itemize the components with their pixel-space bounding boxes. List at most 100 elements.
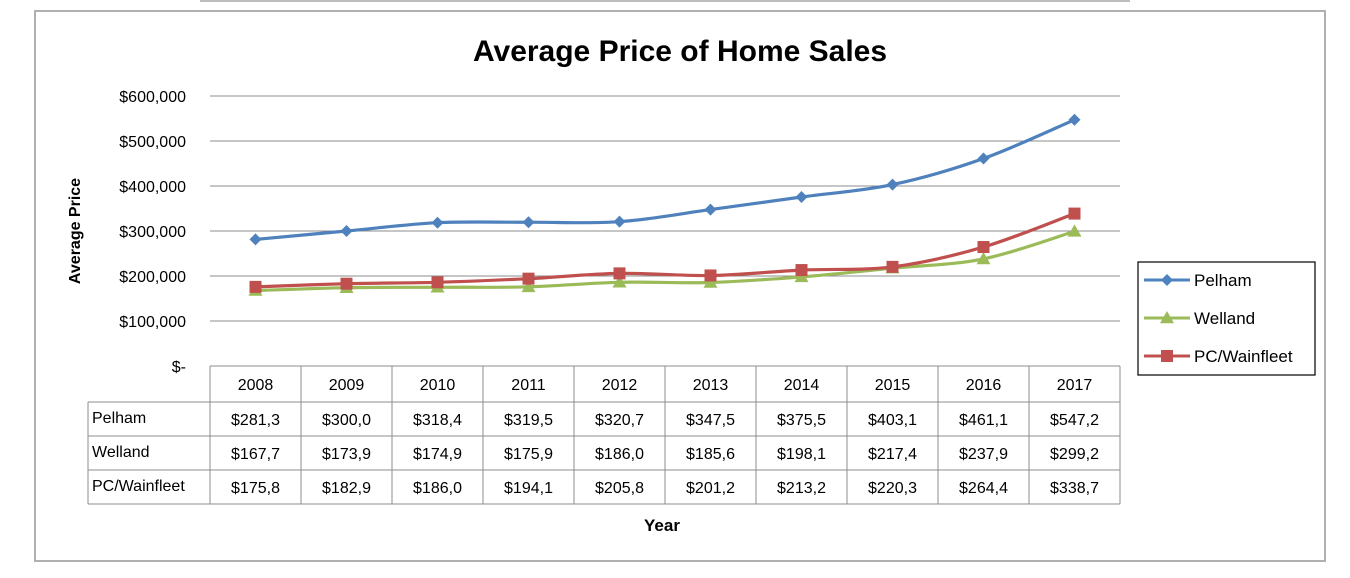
table-cell: $217,4	[868, 446, 917, 463]
y-tick-label: $400,000	[119, 179, 186, 196]
table-cell: $173,9	[322, 446, 371, 463]
legend-label: Welland	[1194, 309, 1255, 328]
table-cell: $201,2	[686, 480, 735, 497]
data-point	[249, 233, 262, 246]
table-cell: $281,3	[231, 412, 280, 429]
data-point	[704, 269, 717, 282]
table-cell: $299,2	[1050, 446, 1099, 463]
table-cell: $547,2	[1050, 412, 1099, 429]
x-tick-label: 2009	[329, 377, 365, 394]
y-tick-label: $-	[172, 359, 186, 376]
table-cell: $198,1	[777, 446, 826, 463]
data-point	[431, 276, 444, 289]
table-cell: $174,9	[413, 446, 462, 463]
table-cell: $319,5	[504, 412, 553, 429]
legend: Pelham Welland PC/Wainfleet	[1137, 261, 1316, 376]
series-line-pc-wainfleet	[255, 212, 1076, 289]
series-markers	[248, 113, 1082, 296]
data-point	[1068, 113, 1081, 126]
data-point	[431, 216, 444, 229]
table-cell: $300,0	[322, 412, 371, 429]
data-point	[612, 275, 627, 288]
table-row-label: PC/Wainfleet	[92, 478, 185, 495]
data-point	[886, 178, 899, 191]
table-cell: $182,9	[322, 480, 371, 497]
table-cell: $186,0	[595, 446, 644, 463]
data-point	[704, 203, 717, 216]
x-tick-label: 2010	[420, 377, 456, 394]
table-cell: $220,3	[868, 480, 917, 497]
table-cell: $167,7	[231, 446, 280, 463]
data-point	[613, 267, 626, 280]
legend-item: Pelham	[1144, 271, 1252, 290]
table-cell: $175,9	[504, 446, 553, 463]
data-point	[340, 225, 353, 237]
y-tick-label: $500,000	[119, 134, 186, 151]
x-tick-label: 2016	[966, 377, 1002, 394]
data-point	[521, 279, 536, 293]
legend-label: Pelham	[1194, 271, 1252, 290]
x-tick-label: 2011	[511, 377, 546, 394]
series-line-pelham	[255, 118, 1076, 242]
table-cell: $264,4	[959, 480, 1008, 497]
x-tick-label: 2012	[602, 377, 638, 394]
table-cell: $213,2	[777, 480, 826, 497]
table-cell: $194,1	[504, 480, 553, 497]
legend-label: PC/Wainfleet	[1194, 347, 1293, 366]
y-tick-label: $600,000	[119, 89, 186, 106]
data-point	[977, 241, 990, 254]
data-point	[1067, 224, 1082, 237]
data-point	[976, 251, 991, 265]
table-row-label: Pelham	[92, 410, 146, 427]
table-cell: $338,7	[1050, 480, 1099, 497]
x-tick-label: 2013	[693, 377, 729, 394]
x-tick-label: 2008	[238, 377, 274, 394]
data-point	[613, 215, 626, 228]
data-point	[249, 280, 262, 293]
legend-marker	[1161, 350, 1173, 362]
data-point	[886, 260, 899, 273]
table-cell: $461,1	[959, 412, 1008, 429]
data-point	[795, 264, 808, 277]
legend-marker	[1160, 311, 1174, 324]
data-point	[703, 275, 718, 288]
table-row-label: Welland	[92, 444, 150, 461]
table-cell: $320,7	[595, 412, 644, 429]
x-tick-label: 2017	[1057, 377, 1093, 394]
y-tick-label: $200,000	[119, 269, 186, 286]
data-point	[795, 191, 808, 204]
y-axis-label: Average Price	[67, 178, 84, 284]
table-cell: $205,8	[595, 480, 644, 497]
y-tick-label: $100,000	[119, 314, 186, 331]
legend-marker	[1161, 274, 1173, 286]
table-cell: $175,8	[231, 480, 280, 497]
table-cell: $403,1	[868, 412, 917, 429]
legend-item: Welland	[1144, 309, 1255, 328]
table-row: PC/Wainfleet $175,8 $182,9 $186,0 $194,1 $205…	[92, 478, 1099, 497]
data-table: 2008 2009 2010 2011 2012 2013 2014 2015 2016 2017…	[87, 365, 1121, 505]
y-tick-label: $300,000	[119, 224, 186, 241]
x-tick-label: 2015	[875, 377, 911, 394]
series-line-welland	[255, 229, 1075, 293]
chart-title: Average Price of Home Sales	[473, 35, 887, 68]
table-cell: $237,9	[959, 446, 1008, 463]
data-point	[1068, 207, 1081, 220]
data-point	[340, 277, 353, 290]
table-cell: $375,5	[777, 412, 826, 429]
x-tick-label: 2014	[784, 377, 820, 394]
table-cell: $185,6	[686, 446, 735, 463]
chart-frame	[34, 10, 1326, 562]
top-divider-line	[200, 0, 1130, 2]
table-row: Welland $167,7 $173,9 $174,9 $175,9 $186,0 $18…	[92, 444, 1099, 463]
data-point	[977, 152, 990, 165]
series-lines	[255, 118, 1076, 293]
x-axis-label: Year	[644, 516, 680, 535]
table-row: Pelham $281,3 $300,0 $318,4 $319,5 $320,7 $347…	[92, 410, 1099, 429]
data-point	[522, 216, 535, 229]
table-cell: $318,4	[413, 412, 462, 429]
table-cell: $186,0	[413, 480, 462, 497]
y-tick-labels: $- $100,000 $200,000 $300,000 $400,000 $500,0…	[119, 89, 186, 376]
table-cell: $347,5	[686, 412, 735, 429]
data-point	[522, 272, 535, 285]
